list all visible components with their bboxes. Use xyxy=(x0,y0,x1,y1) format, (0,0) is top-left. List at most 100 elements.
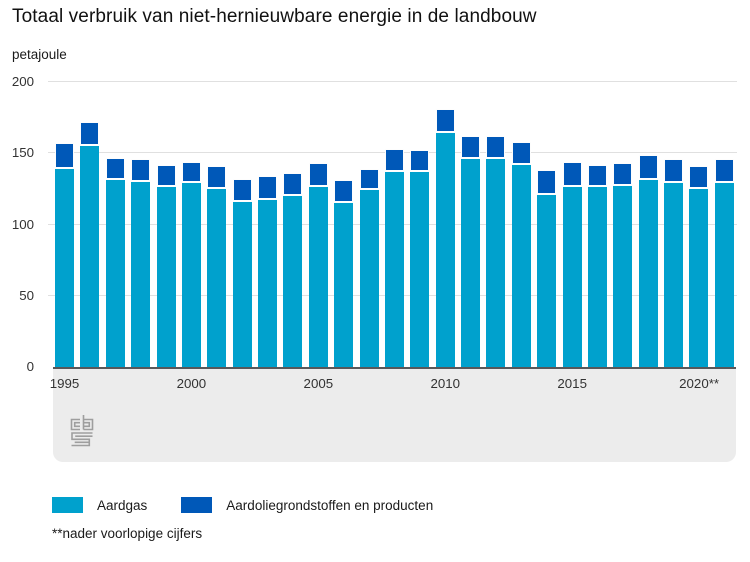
bar-segment-aardolie-1996[interactable] xyxy=(80,121,100,147)
bar-2007[interactable] xyxy=(359,168,379,367)
bar-segment-aardgas-2010[interactable] xyxy=(435,133,455,367)
bar-2003[interactable] xyxy=(258,176,277,367)
bar-segment-aardolie-2004[interactable] xyxy=(283,173,303,196)
bar-segment-aardolie-2006[interactable] xyxy=(334,180,354,204)
bar-2013[interactable] xyxy=(511,141,531,367)
bar-segment-aardgas-2006[interactable] xyxy=(334,203,354,367)
bar-2001[interactable] xyxy=(207,166,227,367)
bar-segment-aardgas-2008[interactable] xyxy=(384,171,404,367)
legend-label-aardgas: Aardgas xyxy=(97,497,148,513)
bar-1995[interactable] xyxy=(55,143,74,367)
bar-2009[interactable] xyxy=(410,150,430,367)
bar-2010[interactable] xyxy=(435,109,455,367)
bar-segment-aardgas-1999[interactable] xyxy=(156,187,176,367)
bar-2005[interactable] xyxy=(308,163,328,367)
y-axis-label-100: 100 xyxy=(11,216,34,232)
y-axis-label-150: 150 xyxy=(11,145,34,161)
bar-2014[interactable] xyxy=(537,170,557,367)
x-axis-label-2010: 2010 xyxy=(430,376,461,391)
bar-segment-aardgas-2012[interactable] xyxy=(486,158,506,367)
bar-segment-aardolie-1999[interactable] xyxy=(156,164,176,188)
legend-swatch-aardolie xyxy=(181,497,213,513)
bar-1997[interactable] xyxy=(105,157,125,367)
bar-2011[interactable] xyxy=(461,136,480,367)
bar-segment-aardgas-2000[interactable] xyxy=(181,183,201,367)
x-axis-label-2020: 2020** xyxy=(679,376,720,391)
bar-segment-aardolie-2016[interactable] xyxy=(587,164,607,188)
bar-segment-aardolie-2017[interactable] xyxy=(613,163,633,187)
bar-2002[interactable] xyxy=(232,178,252,367)
footnote: **nader voorlopige cijfers xyxy=(52,526,203,541)
chart-footer-strip: 1995 2000 2005 2010 2015 2020** xyxy=(50,369,736,462)
bar-segment-aardolie-2014[interactable] xyxy=(537,170,557,195)
bar-segment-aardolie-2019[interactable] xyxy=(664,158,683,184)
bar-2019[interactable] xyxy=(664,158,683,367)
bar-segment-aardolie-2012[interactable] xyxy=(486,136,506,159)
bar-2006[interactable] xyxy=(334,180,354,367)
bar-segment-aardgas-2020[interactable] xyxy=(689,188,709,367)
bar-segment-aardgas-2013[interactable] xyxy=(511,164,531,367)
bar-segment-aardgas-2001[interactable] xyxy=(207,188,227,367)
bar-segment-aardgas-2015[interactable] xyxy=(562,187,582,367)
bar-segment-aardolie-2020[interactable] xyxy=(689,166,709,189)
bar-segment-aardolie-2018[interactable] xyxy=(638,154,658,181)
y-axis-label-200: 200 xyxy=(11,74,34,89)
bar-segment-aardgas-2007[interactable] xyxy=(359,190,379,367)
gridline-200 xyxy=(48,81,737,82)
bar-segment-aardolie-1995[interactable] xyxy=(55,143,74,169)
legend: Aardgas Aardoliegrondstoffen en producte… xyxy=(52,497,433,513)
bar-segment-aardgas-1997[interactable] xyxy=(105,180,125,367)
bar-segment-aardolie-2001[interactable] xyxy=(207,166,227,189)
bar-segment-aardgas-1995[interactable] xyxy=(55,168,74,367)
bar-1999[interactable] xyxy=(156,164,176,367)
y-axis-label-0: 0 xyxy=(26,359,34,374)
bar-segment-aardolie-2021[interactable] xyxy=(714,158,734,184)
bar-segment-aardgas-2019[interactable] xyxy=(664,183,683,367)
bar-2016[interactable] xyxy=(587,164,607,367)
legend-swatch-aardgas xyxy=(52,497,83,513)
bar-1998[interactable] xyxy=(131,158,151,367)
bar-segment-aardolie-2003[interactable] xyxy=(258,176,277,201)
bar-1996[interactable] xyxy=(80,121,100,367)
bar-segment-aardgas-2011[interactable] xyxy=(461,158,480,367)
bar-segment-aardolie-2015[interactable] xyxy=(562,161,582,188)
bar-2012[interactable] xyxy=(486,136,506,367)
bar-segment-aardgas-1998[interactable] xyxy=(131,181,151,367)
bar-segment-aardolie-2009[interactable] xyxy=(410,150,430,172)
bar-segment-aardgas-2003[interactable] xyxy=(258,200,277,367)
bar-2017[interactable] xyxy=(613,163,633,367)
bar-2004[interactable] xyxy=(283,173,303,367)
bar-segment-aardolie-2008[interactable] xyxy=(384,148,404,172)
bar-2008[interactable] xyxy=(384,148,404,367)
bar-2018[interactable] xyxy=(638,154,658,367)
bar-segment-aardgas-2017[interactable] xyxy=(613,186,633,367)
bar-segment-aardgas-2016[interactable] xyxy=(587,187,607,367)
bar-segment-aardolie-2010[interactable] xyxy=(435,109,455,134)
x-axis-label-2000: 2000 xyxy=(176,376,207,391)
bar-segment-aardgas-2009[interactable] xyxy=(410,171,430,367)
bar-segment-aardgas-2014[interactable] xyxy=(537,194,557,367)
bar-2021[interactable] xyxy=(714,158,734,367)
bar-segment-aardolie-2013[interactable] xyxy=(511,141,531,165)
y-axis-unit-label: petajoule xyxy=(12,47,67,62)
bar-segment-aardolie-1998[interactable] xyxy=(131,158,151,182)
bars-container xyxy=(48,82,737,367)
bar-2015[interactable] xyxy=(562,161,582,367)
bar-segment-aardolie-2000[interactable] xyxy=(181,161,201,184)
bar-segment-aardolie-2011[interactable] xyxy=(461,136,480,159)
bar-segment-aardolie-1997[interactable] xyxy=(105,157,125,181)
bar-segment-aardolie-2005[interactable] xyxy=(308,163,328,188)
bar-2000[interactable] xyxy=(181,161,201,367)
bar-2020[interactable] xyxy=(689,166,709,367)
bar-segment-aardgas-2002[interactable] xyxy=(232,201,252,367)
bar-segment-aardolie-2002[interactable] xyxy=(232,178,252,202)
bar-segment-aardgas-2018[interactable] xyxy=(638,180,658,367)
bar-segment-aardgas-1996[interactable] xyxy=(80,146,100,367)
bar-segment-aardgas-2021[interactable] xyxy=(714,183,734,367)
x-axis-label-2015: 2015 xyxy=(557,376,587,391)
bar-segment-aardgas-2004[interactable] xyxy=(283,196,303,367)
legend-item-aardgas[interactable]: Aardgas xyxy=(52,497,147,513)
legend-item-aardolie[interactable]: Aardoliegrondstoffen en producten xyxy=(181,497,433,513)
bar-segment-aardgas-2005[interactable] xyxy=(308,187,328,367)
bar-segment-aardolie-2007[interactable] xyxy=(359,168,379,191)
